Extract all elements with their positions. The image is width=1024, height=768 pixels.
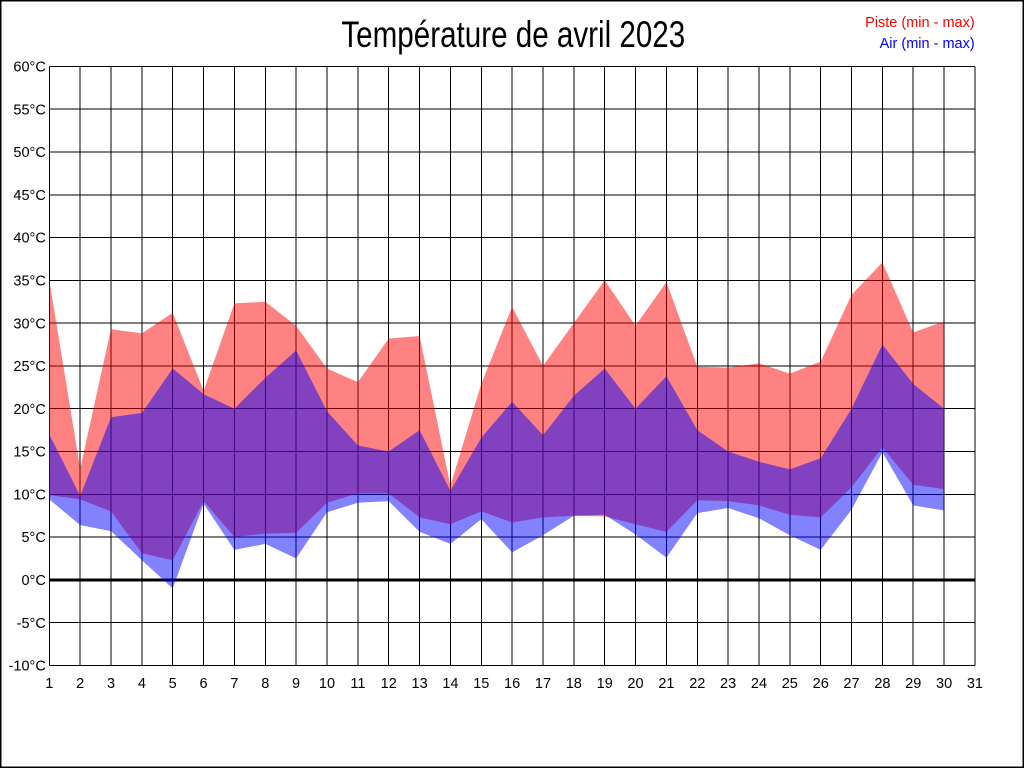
svg-text:15: 15 [473, 676, 489, 692]
svg-text:25: 25 [782, 676, 798, 692]
svg-text:5: 5 [169, 676, 177, 692]
svg-text:60°C: 60°C [13, 60, 45, 76]
svg-text:6: 6 [200, 676, 208, 692]
svg-text:0°C: 0°C [21, 573, 45, 589]
svg-text:-10°C: -10°C [9, 659, 46, 675]
svg-text:27: 27 [843, 676, 859, 692]
svg-text:-5°C: -5°C [17, 616, 46, 632]
svg-text:15°C: 15°C [13, 445, 45, 461]
svg-text:22: 22 [689, 676, 705, 692]
svg-text:30: 30 [936, 676, 952, 692]
svg-text:26: 26 [813, 676, 829, 692]
svg-text:16: 16 [504, 676, 520, 692]
svg-text:55°C: 55°C [13, 102, 45, 118]
svg-text:14: 14 [442, 676, 458, 692]
svg-text:45°C: 45°C [13, 188, 45, 204]
svg-text:12: 12 [381, 676, 397, 692]
svg-text:17: 17 [535, 676, 551, 692]
svg-text:2: 2 [76, 676, 84, 692]
svg-text:31: 31 [967, 676, 983, 692]
svg-text:30°C: 30°C [13, 316, 45, 332]
svg-text:20°C: 20°C [13, 402, 45, 418]
svg-text:9: 9 [292, 676, 300, 692]
svg-text:13: 13 [412, 676, 428, 692]
svg-text:10°C: 10°C [13, 488, 45, 504]
svg-text:7: 7 [230, 676, 238, 692]
svg-text:8: 8 [261, 676, 269, 692]
svg-text:10: 10 [319, 676, 335, 692]
svg-text:Air (min - max): Air (min - max) [880, 36, 975, 52]
svg-text:35°C: 35°C [13, 274, 45, 290]
svg-text:23: 23 [720, 676, 736, 692]
svg-text:20: 20 [627, 676, 643, 692]
svg-text:3: 3 [107, 676, 115, 692]
svg-text:18: 18 [566, 676, 582, 692]
svg-text:5°C: 5°C [21, 530, 45, 546]
svg-text:19: 19 [597, 676, 613, 692]
svg-text:24: 24 [751, 676, 767, 692]
svg-text:11: 11 [350, 676, 365, 692]
svg-text:Température de avril 2023: Température de avril 2023 [341, 15, 685, 56]
svg-text:Piste (min - max): Piste (min - max) [865, 15, 975, 31]
svg-text:50°C: 50°C [13, 145, 45, 161]
svg-text:21: 21 [658, 676, 674, 692]
svg-text:40°C: 40°C [13, 231, 45, 247]
svg-text:25°C: 25°C [13, 359, 45, 375]
svg-text:29: 29 [905, 676, 921, 692]
svg-text:28: 28 [874, 676, 890, 692]
svg-text:1: 1 [45, 676, 53, 692]
svg-text:4: 4 [138, 676, 146, 692]
